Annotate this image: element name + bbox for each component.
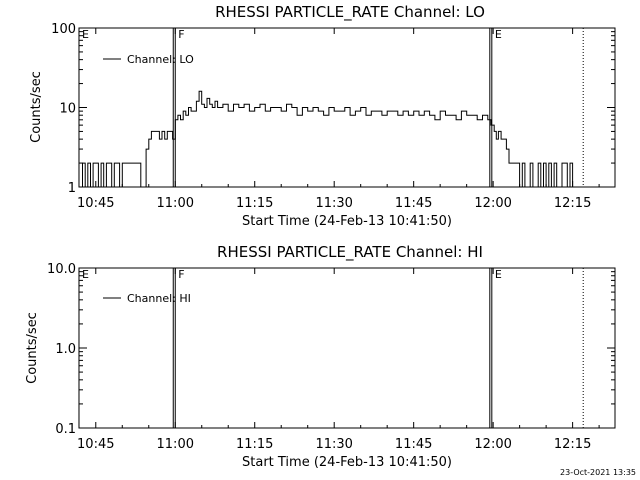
footer-timestamp: 23-Oct-2021 13:35: [560, 468, 636, 477]
panel-hi: RHESSI PARTICLE_RATE Channel: HI Counts/…: [25, 243, 616, 470]
x-tick-label-lo: 11:45: [395, 196, 432, 211]
x-tick-label-lo: 11:15: [236, 196, 273, 211]
y-tick-label-lo: 10: [59, 102, 76, 117]
legend-lo: Channel: LO: [103, 53, 194, 66]
event-marker-label-lo: E: [495, 28, 502, 41]
chart-title-hi: RHESSI PARTICLE_RATE Channel: HI: [217, 243, 483, 262]
y-ticks-hi: 0.1 1.0 10.0: [47, 262, 615, 437]
x-tick-label-hi: 12:00: [474, 437, 511, 452]
event-marker-label-lo: E: [82, 28, 89, 41]
x-tick-label-lo: 12:00: [474, 196, 511, 211]
x-tick-label-hi: 11:00: [157, 437, 194, 452]
y-axis-label-hi: Counts/sec: [25, 312, 40, 384]
x-tick-label-lo: 11:00: [157, 196, 194, 211]
x-tick-label-lo: 11:30: [315, 196, 352, 211]
series-lo: [79, 90, 581, 188]
event-marker-label-lo: F: [178, 28, 184, 41]
event-marker-label-hi: E: [495, 268, 502, 281]
panel-lo: RHESSI PARTICLE_RATE Channel: LO Counts/…: [29, 3, 616, 229]
series-line-lo: [79, 90, 581, 188]
x-axis-label-lo: Start Time (24-Feb-13 10:41:50): [242, 214, 452, 229]
chart-title-lo: RHESSI PARTICLE_RATE Channel: LO: [215, 3, 485, 22]
x-ticks-lo: 10:45 11:00 11:15 11:30 11:45 12:00 12:15: [77, 28, 600, 211]
x-axis-label-hi: Start Time (24-Feb-13 10:41:50): [242, 455, 452, 470]
y-tick-label-hi: 10.0: [47, 262, 76, 277]
legend-hi: Channel: HI: [103, 292, 191, 305]
event-marker-label-hi: F: [178, 268, 184, 281]
y-tick-label-lo: 1: [68, 181, 76, 196]
x-tick-label-hi: 12:15: [554, 437, 591, 452]
x-ticks-hi: 10:45 11:00 11:15 11:30 11:45 12:00 12:15: [77, 268, 600, 452]
y-ticks-lo: 1 10 100: [51, 22, 615, 196]
x-tick-label-hi: 11:30: [315, 437, 352, 452]
legend-label-lo: Channel: LO: [127, 53, 194, 66]
y-tick-label-hi: 1.0: [55, 342, 76, 357]
y-tick-label-lo: 100: [51, 22, 76, 37]
y-tick-label-hi: 0.1: [55, 422, 76, 437]
x-tick-label-lo: 12:15: [554, 196, 591, 211]
legend-label-hi: Channel: HI: [127, 292, 191, 305]
y-axis-label-lo: Counts/sec: [29, 71, 44, 143]
x-tick-label-hi: 10:45: [77, 437, 114, 452]
x-tick-label-hi: 11:15: [236, 437, 273, 452]
event-marker-label-hi: E: [82, 268, 89, 281]
x-tick-label-lo: 10:45: [77, 196, 114, 211]
x-tick-label-hi: 11:45: [395, 437, 432, 452]
